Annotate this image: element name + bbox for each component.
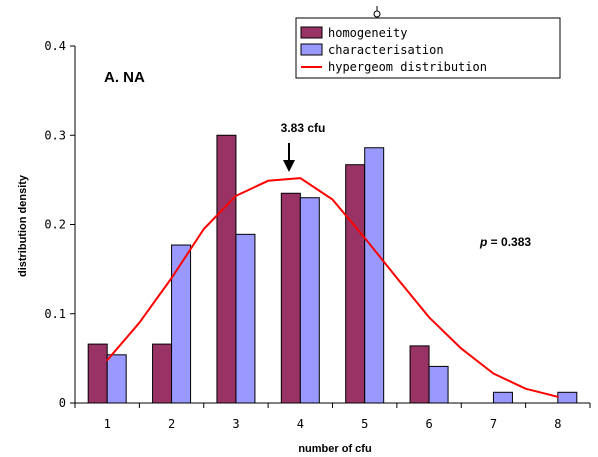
bar-homogeneity-1 (87, 343, 108, 404)
arrow-annotation: 3.83 cfu (281, 121, 326, 172)
x-tick-label: 1 (104, 417, 111, 431)
line-layer (106, 177, 559, 398)
plot-area (87, 134, 578, 404)
bar-characterisation-4 (299, 197, 320, 404)
y-axis-label: distribution density (17, 174, 29, 277)
arrow-head (283, 160, 295, 172)
legend-box (295, 17, 561, 79)
legend-swatch-homogeneity (300, 26, 323, 39)
y-tick-label: 0.1 (44, 307, 66, 321)
x-tick-label: 5 (361, 417, 368, 431)
line-hypergeom-distribution (106, 177, 559, 398)
bar-characterisation-8 (557, 391, 578, 404)
bar-characterisation-7 (492, 391, 513, 404)
legend-swatch-characterisation (300, 43, 323, 56)
legend-label-homogeneity: homogeneity (328, 26, 407, 40)
axis-ticks: 0 0.1 0.2 0.3 0.4 1 2 3 4 5 6 7 8 (44, 39, 591, 431)
x-tick-label: 3 (232, 417, 239, 431)
panel-label: A. NA (104, 69, 145, 86)
x-tick-label: 2 (168, 417, 175, 431)
x-tick-label: 8 (554, 417, 561, 431)
y-tick-label: 0 (59, 396, 66, 410)
y-tick-label: 0.3 (44, 128, 66, 142)
bar-homogeneity-3 (216, 134, 237, 404)
bar-homogeneity-2 (152, 343, 173, 404)
bar-characterisation-5 (364, 147, 385, 404)
bar-characterisation-1 (106, 354, 127, 404)
legend: homogeneity characterisation hypergeom d… (295, 6, 561, 79)
bar-homogeneity-5 (345, 164, 366, 404)
bar-characterisation-2 (171, 244, 192, 404)
p-value-label: p = 0.383 (479, 235, 531, 249)
x-tick-label: 4 (297, 417, 304, 431)
bar-characterisation-3 (235, 233, 256, 404)
bar-homogeneity-4 (280, 192, 301, 404)
x-axis-label: number of cfu (298, 443, 371, 455)
legend-label-hypergeom: hypergeom distribution (328, 60, 487, 74)
legend-label-characterisation: characterisation (328, 43, 444, 57)
x-tick-label: 6 (425, 417, 432, 431)
p-value-text: = 0.383 (487, 235, 531, 249)
x-tick-label: 7 (490, 417, 497, 431)
p-symbol: p (479, 235, 487, 249)
y-tick-label: 0.4 (44, 39, 66, 53)
bar-homogeneity-6 (409, 345, 430, 404)
legend-handle-icon (373, 10, 381, 18)
bar-characterisation-6 (428, 365, 449, 404)
y-tick-label: 0.2 (44, 218, 66, 232)
arrow-label: 3.83 cfu (281, 121, 326, 135)
